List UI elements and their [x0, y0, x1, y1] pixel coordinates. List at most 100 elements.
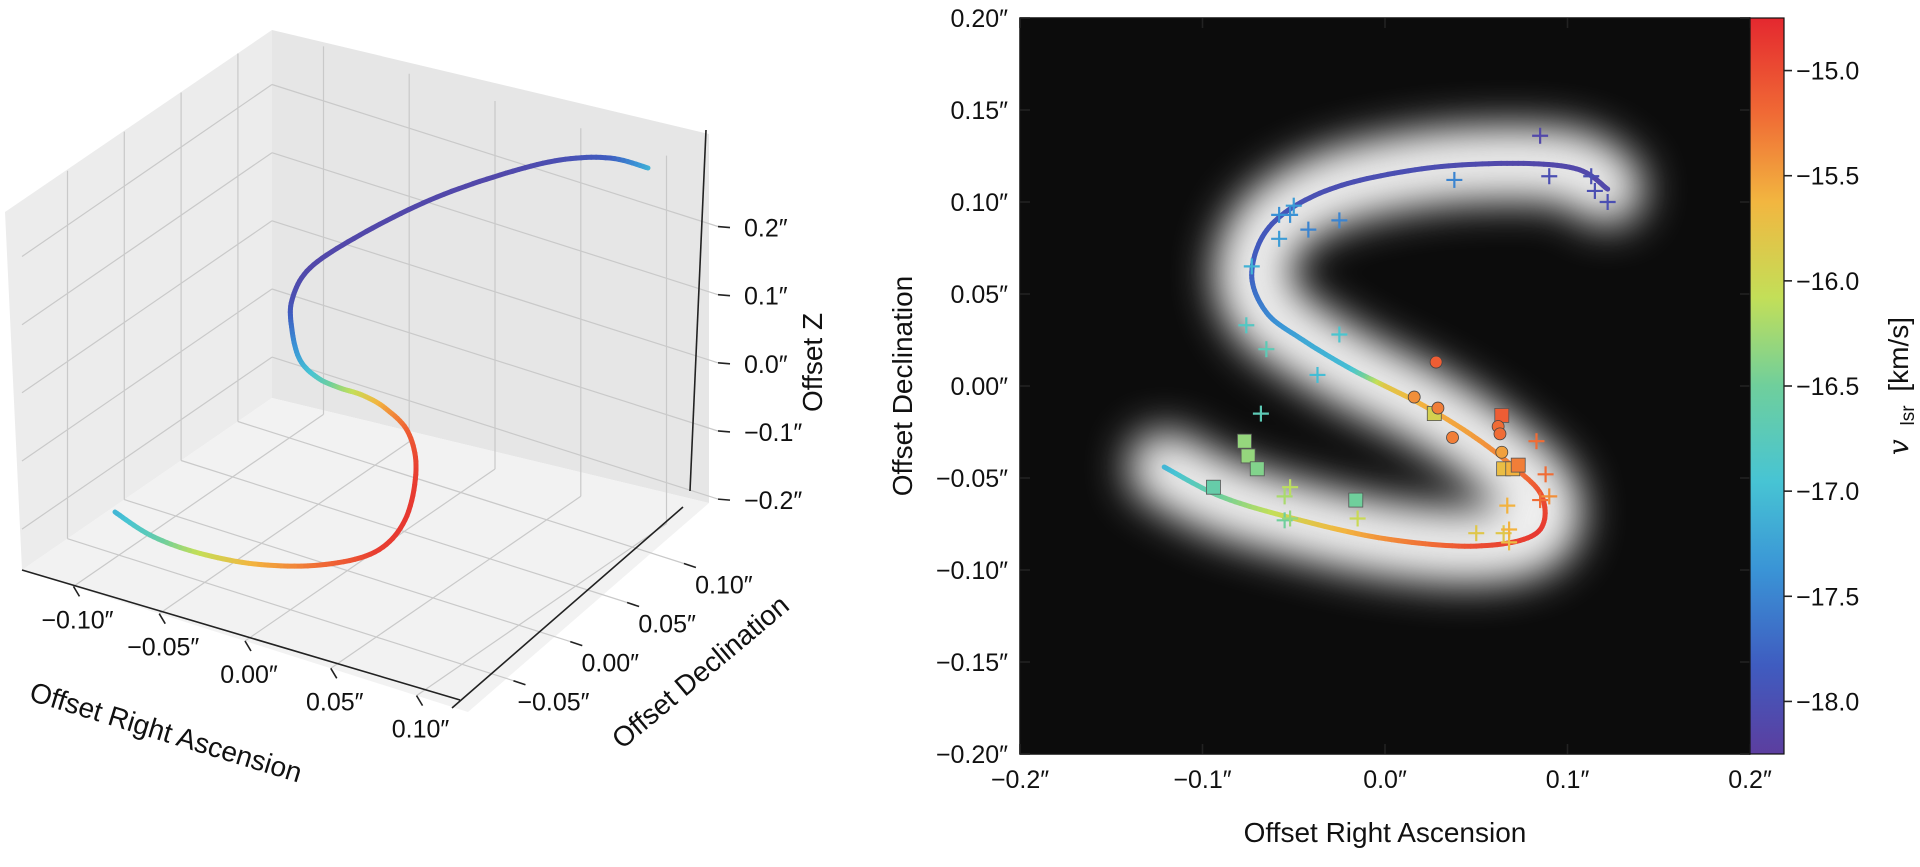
- floor-grid: [330, 495, 582, 669]
- y-tick-label: 0.05″: [950, 281, 1008, 309]
- y-tick-3d: [683, 562, 697, 569]
- x-axis-title-2d: Offset Right Ascension: [1244, 817, 1527, 848]
- floor-grid: [237, 420, 685, 565]
- x-tick-3d: [415, 695, 424, 707]
- z-tick-label-3d: 0.1″: [744, 283, 788, 311]
- curve-segment-3d: [112, 509, 120, 516]
- square-marker: [1348, 492, 1364, 508]
- x-tick-label: 0.2″: [1728, 766, 1772, 794]
- z-tick-3d: [717, 498, 731, 501]
- square-marker: [1510, 457, 1526, 473]
- colorbar-tick-label: −15.5: [1796, 163, 1859, 191]
- z-tick-3d: [717, 225, 731, 229]
- plus-marker: [1532, 492, 1549, 509]
- y-tick-label: 0.10″: [950, 189, 1008, 217]
- plus-marker: [1243, 258, 1260, 275]
- x-tick-label-3d: 0.05″: [306, 688, 364, 716]
- square-marker: [1206, 479, 1221, 495]
- plus-marker: [1276, 488, 1293, 505]
- z-tick-3d: [717, 430, 731, 433]
- x-tick-3d: [72, 585, 81, 597]
- y-tick-label: 0.20″: [950, 5, 1008, 33]
- z-axis-title-text: Offset Z: [797, 313, 828, 412]
- side-grid: [21, 84, 273, 257]
- plus-marker: [1468, 525, 1485, 542]
- z-tick-label-3d: −0.2″: [744, 487, 802, 515]
- x-tick-label: 0.1″: [1546, 766, 1590, 794]
- colorbar-tick-label: −17.0: [1796, 478, 1859, 506]
- plus-marker: [1528, 433, 1545, 450]
- square-marker: [1240, 448, 1256, 464]
- plus-marker: [1446, 171, 1463, 188]
- x-tick-label: −0.2″: [991, 766, 1049, 794]
- left-3d-chart: −0.10″ −0.05″ 0.00″ 0.05″ 0.10″ −0.05″ 0.00″ 0.…: [5, 30, 828, 788]
- y-tick-label: −0.05″: [936, 465, 1008, 493]
- x-tick-label-3d: 0.10″: [392, 716, 450, 744]
- y-tick-label-3d: 0.05″: [638, 611, 696, 639]
- back-grid: [271, 83, 719, 228]
- colorbar-tick-label: −16.5: [1796, 373, 1859, 401]
- floor-grid: [124, 499, 571, 643]
- y-tick-label-3d: 0.10″: [695, 571, 753, 599]
- colorbar-tick-label: −15.0: [1796, 58, 1859, 86]
- y-axis-title-2d: Offset Declination: [887, 276, 918, 497]
- z-axis-line: [689, 129, 707, 492]
- plus-marker: [1499, 497, 1516, 514]
- y-tick-label: −0.20″: [936, 741, 1008, 769]
- x-axis-title-3d: Offset Right Ascension: [26, 676, 305, 788]
- colorbar-tick-label: −18.0: [1796, 688, 1859, 716]
- back-grid: [271, 288, 719, 432]
- plus-marker: [1532, 127, 1549, 144]
- x-tick-3d: [158, 613, 166, 625]
- z-tick-label-3d: 0.2″: [744, 215, 788, 243]
- curve-segment: [1161, 464, 1169, 471]
- side-grid: [21, 152, 273, 326]
- pane-left-wall: [5, 30, 272, 570]
- maser-markers: [1206, 127, 1616, 551]
- right-2d-chart: −0.2″ −0.1″ 0.0″ 0.1″ 0.2″ −0.20″ −0.15″ −0.10″…: [887, 5, 1919, 848]
- circle-marker: [1407, 390, 1421, 404]
- circle-marker: [1495, 445, 1509, 459]
- colorbar-ticks: −15.0 −15.5 −16.0 −16.5 −17.0 −17.5 −18.0: [1784, 58, 1859, 716]
- square-marker: [1237, 433, 1252, 449]
- colorbar: [1749, 17, 1785, 755]
- floor-grid: [67, 538, 514, 682]
- y-axis-title-2d-text: Offset Declination: [887, 276, 918, 497]
- y-tick-label: −0.10″: [936, 557, 1008, 585]
- back-grid: [271, 356, 719, 500]
- back-grid: [271, 152, 719, 296]
- x-tick-label-3d: −0.05″: [127, 634, 199, 662]
- plus-marker: [1309, 366, 1326, 383]
- plus-marker: [1282, 206, 1299, 223]
- x-tick-label-3d: 0.00″: [220, 661, 278, 689]
- y-axis-line: [451, 506, 684, 709]
- x-tick-label: 0.0″: [1363, 766, 1407, 794]
- jet-curve-3d: [112, 154, 651, 569]
- plus-marker: [1541, 488, 1558, 505]
- plus-marker: [1271, 230, 1288, 247]
- plus-marker: [1300, 221, 1317, 238]
- plus-marker: [1331, 212, 1348, 229]
- plus-marker: [1282, 510, 1299, 527]
- colorbar-label: v lsr [km/s]: [1882, 317, 1919, 455]
- colorbar-tick-label: −17.5: [1796, 583, 1859, 611]
- ticks-3d: −0.10″ −0.05″ 0.00″ 0.05″ 0.10″ −0.05″ 0.00″ 0.…: [41, 215, 802, 744]
- plus-marker: [1282, 479, 1299, 496]
- floor-grid: [73, 413, 324, 587]
- plus-marker: [1501, 521, 1518, 538]
- grid-3d: [21, 46, 719, 697]
- x-tick-3d: [330, 667, 338, 679]
- plus-marker: [1537, 466, 1554, 483]
- square-marker: [1249, 461, 1265, 477]
- x-axis-line: [21, 569, 461, 701]
- z-axis-title-3d: Offset Z: [797, 313, 828, 412]
- pane-back-wall: [272, 30, 709, 503]
- y-tick-label-3d: −0.05″: [517, 689, 589, 717]
- y-tick-label: 0.15″: [950, 97, 1008, 125]
- plus-marker: [1331, 326, 1348, 343]
- y-tick-3d: [626, 601, 640, 608]
- side-grid: [21, 288, 273, 462]
- circle-marker: [1429, 355, 1443, 369]
- z-tick-label-3d: 0.0″: [744, 351, 788, 379]
